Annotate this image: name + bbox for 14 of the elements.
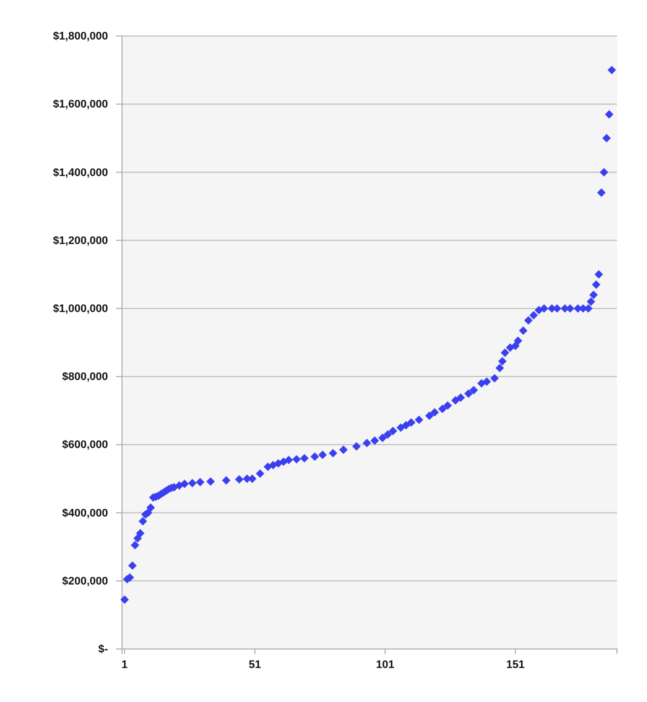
y-tick-label: $- xyxy=(98,644,108,656)
y-tick-label: $200,000 xyxy=(62,575,108,588)
y-tick-label: $1,400,000 xyxy=(52,166,108,179)
x-tick-label: 1 xyxy=(122,658,128,671)
y-tick-label: $400,000 xyxy=(62,507,108,520)
y-tick-label: $600,000 xyxy=(62,439,108,452)
y-tick-label: $1,600,000 xyxy=(52,98,108,111)
y-tick-label: $1,000,000 xyxy=(52,302,108,315)
y-tick-label: $1,800,000 xyxy=(52,30,108,43)
y-tick-label: $1,200,000 xyxy=(52,234,108,247)
x-tick-label: 151 xyxy=(506,658,525,671)
y-tick-label: $800,000 xyxy=(62,371,108,384)
x-tick-label: 51 xyxy=(248,658,261,671)
x-tick-label: 101 xyxy=(376,658,394,671)
